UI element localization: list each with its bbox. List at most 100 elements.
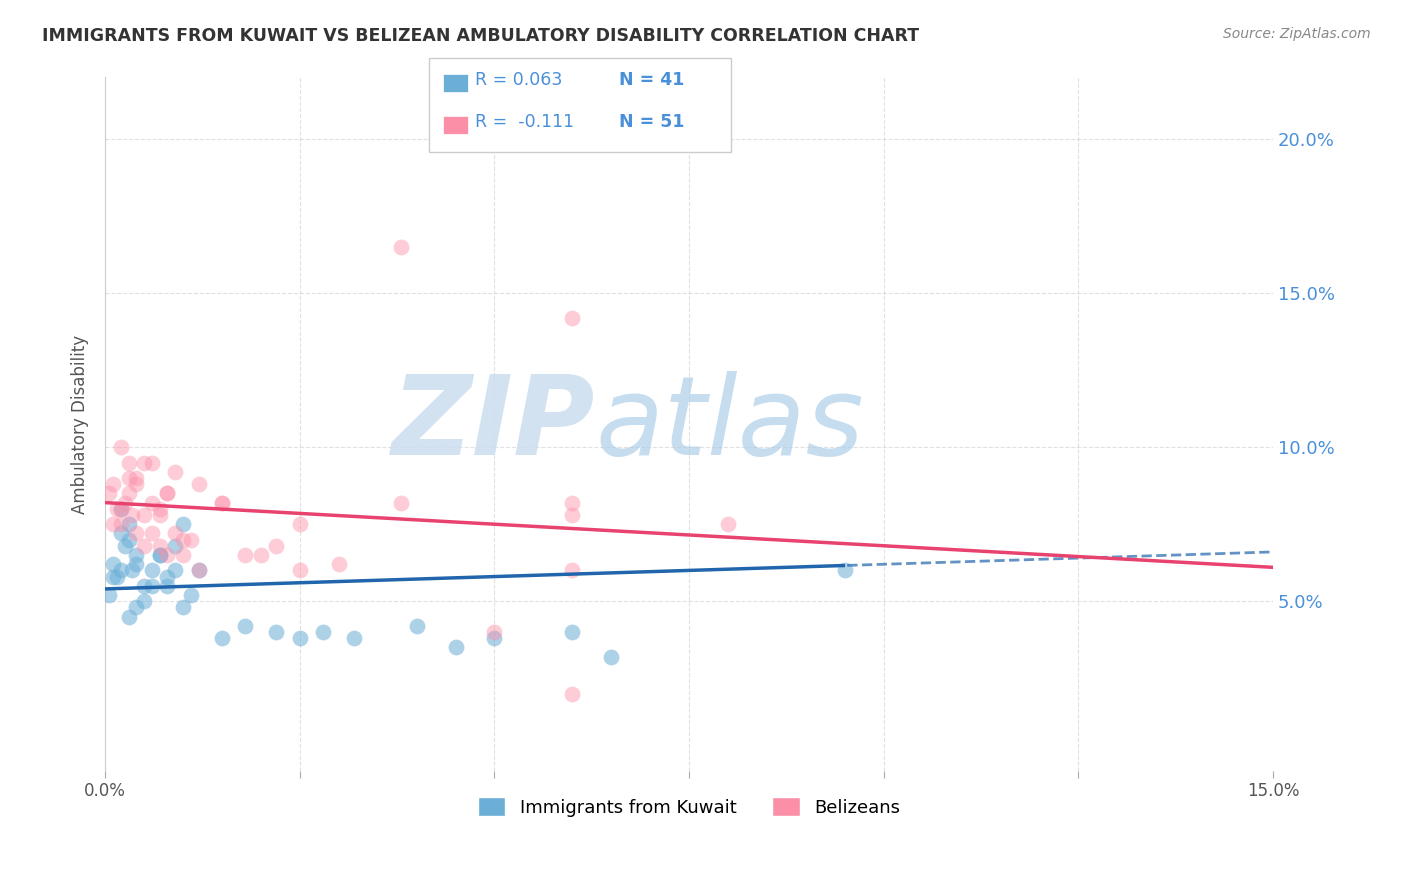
Point [141,563,163,577]
Text: Source: ZipAtlas.com: Source: ZipAtlas.com [1223,27,1371,41]
Point [98,486,121,500]
Legend: Immigrants from Kuwait, Belizeans: Immigrants from Kuwait, Belizeans [471,790,907,824]
Point [561,495,583,509]
Point [211,495,233,509]
Point [187,477,209,491]
Point [561,687,583,701]
Point [101,477,124,491]
Point [141,526,163,541]
Point [141,456,163,470]
Point [233,619,256,633]
Point [134,456,156,470]
Point [149,548,172,562]
Point [110,563,132,577]
Point [172,517,194,532]
Point [134,579,156,593]
Point [98,588,121,602]
Text: R = 0.063: R = 0.063 [475,71,562,89]
Y-axis label: Ambulatory Disability: Ambulatory Disability [72,334,89,514]
Point [187,563,209,577]
Point [484,625,506,640]
Point [288,517,311,532]
Point [125,477,148,491]
Point [343,631,366,645]
Point [156,486,179,500]
Text: atlas: atlas [596,370,865,477]
Point [141,579,163,593]
Point [180,588,202,602]
Point [165,539,187,553]
Point [156,569,179,583]
Point [444,640,467,655]
Point [117,486,139,500]
Point [134,539,156,553]
Point [110,517,132,532]
Point [110,440,132,454]
Point [165,465,187,479]
Text: R =  -0.111: R = -0.111 [475,113,575,131]
Point [105,569,128,583]
Point [134,594,156,608]
Point [156,486,179,500]
Point [149,508,172,522]
Point [125,526,148,541]
Point [834,563,856,577]
Point [110,501,132,516]
Point [266,625,288,640]
Point [117,609,139,624]
Point [110,526,132,541]
Point [288,631,311,645]
Point [121,563,143,577]
Point [250,548,273,562]
Text: ZIP: ZIP [392,370,596,477]
Point [156,548,179,562]
Text: N = 51: N = 51 [619,113,685,131]
Text: N = 41: N = 41 [619,71,683,89]
Point [288,563,311,577]
Point [141,495,163,509]
Point [105,501,128,516]
Point [101,569,124,583]
Point [172,600,194,615]
Point [187,563,209,577]
Point [117,456,139,470]
Point [110,501,132,516]
Point [117,533,139,547]
Point [117,517,139,532]
Point [114,495,136,509]
Point [266,539,288,553]
Point [561,563,583,577]
Point [101,517,124,532]
Point [149,548,172,562]
Point [149,539,172,553]
Point [125,558,148,572]
Point [125,471,148,485]
Point [484,631,506,645]
Point [717,517,740,532]
Point [211,631,233,645]
Point [156,579,179,593]
Point [165,526,187,541]
Point [312,625,335,640]
Point [600,649,623,664]
Point [134,508,156,522]
Point [561,310,583,325]
Point [389,240,412,254]
Point [101,558,124,572]
Point [328,558,350,572]
Point [172,533,194,547]
Point [114,539,136,553]
Point [125,600,148,615]
Point [117,471,139,485]
Point [125,548,148,562]
Point [561,508,583,522]
Point [233,548,256,562]
Point [149,501,172,516]
Point [405,619,427,633]
Point [165,563,187,577]
Point [121,508,143,522]
Point [180,533,202,547]
Point [389,495,412,509]
Text: IMMIGRANTS FROM KUWAIT VS BELIZEAN AMBULATORY DISABILITY CORRELATION CHART: IMMIGRANTS FROM KUWAIT VS BELIZEAN AMBUL… [42,27,920,45]
Point [211,495,233,509]
